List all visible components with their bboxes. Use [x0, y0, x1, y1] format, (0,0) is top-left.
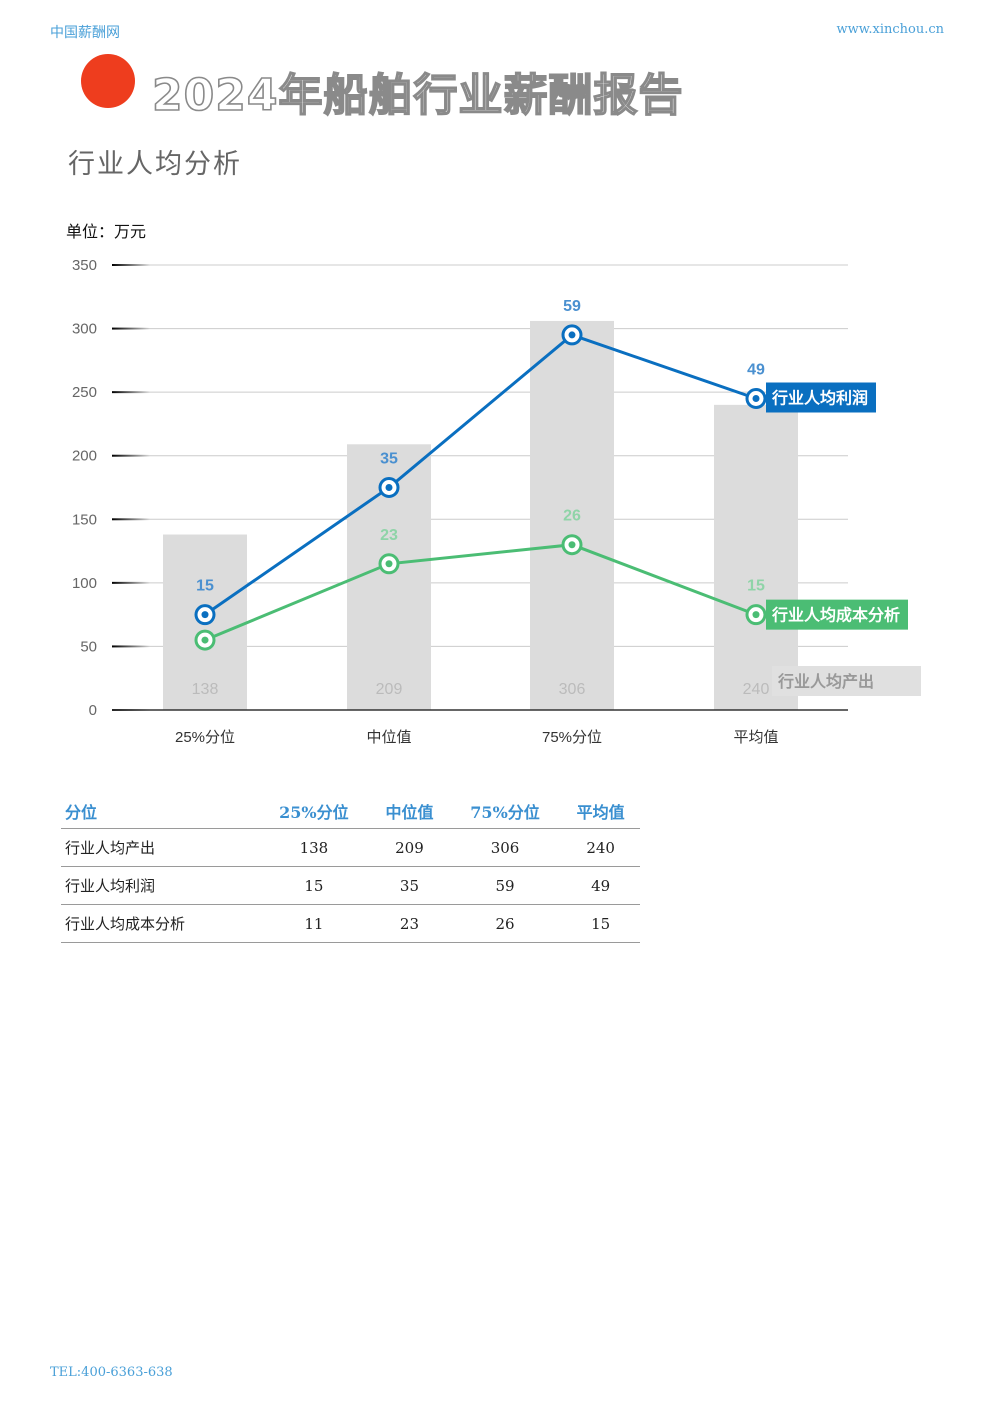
table-row: 行业人均成本分析 11 23 26 15 [61, 904, 640, 943]
series-point-center [201, 611, 209, 619]
y-tick-label: 150 [72, 511, 97, 528]
table-cell: 209 [370, 828, 449, 867]
table-cell: 15 [561, 904, 640, 943]
table-header: 中位值 [370, 794, 449, 829]
unit-label: 单位：万元 [66, 222, 147, 241]
table-cell: 15 [257, 866, 371, 905]
data-label: 15 [747, 578, 765, 595]
series-tag [772, 666, 921, 696]
table-row: 行业人均利润 15 35 59 49 [61, 866, 640, 905]
y-tick-label: 0 [89, 702, 97, 719]
series-point-center [385, 484, 393, 491]
bar-value-label: 306 [559, 681, 586, 698]
series-point-center [752, 611, 760, 619]
x-tick-label: 75%分位 [542, 729, 602, 746]
y-tick-mark [112, 454, 150, 457]
table-cell: 35 [370, 866, 449, 905]
series-tag [766, 599, 908, 630]
bar-value-label: 138 [192, 681, 219, 698]
y-tick-mark [112, 391, 150, 394]
table-header: 75%分位 [448, 794, 562, 829]
table-cell: 26 [448, 904, 562, 943]
table-header-row: 分位 25%分位 中位值 75%分位 平均值 [61, 794, 640, 829]
table-cell: 138 [257, 828, 371, 867]
table-cell: 240 [561, 828, 640, 867]
y-tick-mark [112, 327, 150, 330]
table-row: 行业人均产出 138 209 306 240 [61, 828, 640, 867]
y-tick-label: 250 [72, 384, 97, 401]
table-cell: 59 [448, 866, 562, 905]
series-tag-label: 行业人均利润 [771, 389, 868, 408]
y-tick-label: 350 [72, 257, 97, 274]
site-url[interactable]: www.xinchou.cn [836, 22, 944, 37]
table-cell: 49 [561, 866, 640, 905]
y-tick-label: 50 [80, 638, 97, 655]
data-label: 35 [380, 451, 398, 468]
y-tick-mark [112, 518, 150, 521]
bar [530, 320, 614, 710]
bar [714, 404, 798, 710]
table-header: 分位 [61, 794, 258, 829]
table-cell: 23 [370, 904, 449, 943]
series-point-center [568, 331, 576, 339]
series-line [204, 333, 757, 616]
bar-value-label: 240 [743, 681, 770, 698]
series-point-center [201, 636, 209, 644]
data-label: 49 [747, 362, 765, 379]
x-tick-label: 中位值 [366, 729, 411, 746]
table-cell: 306 [448, 828, 562, 867]
section-subtitle: 行业人均分析 [68, 149, 242, 180]
footer-tel: TEL:400-6363-638 [50, 1365, 173, 1380]
data-label: 23 [380, 527, 398, 544]
data-label: 59 [563, 298, 581, 315]
y-tick-label: 100 [72, 575, 97, 592]
x-tick-label: 平均值 [733, 729, 778, 746]
table-header: 平均值 [561, 794, 640, 829]
series-point-center [752, 395, 760, 402]
bar-value-label: 209 [376, 681, 403, 698]
series-point-center [568, 541, 576, 549]
y-tick-mark [112, 264, 150, 266]
y-tick-mark [112, 645, 150, 648]
table-cell: 行业人均成本分析 [61, 904, 258, 943]
series-point-center [385, 560, 393, 568]
table-cell: 行业人均利润 [61, 866, 258, 905]
data-table: 分位 25%分位 中位值 75%分位 平均值 行业人均产出 138 209 30… [61, 794, 640, 943]
report-title: 2024年船舶行业薪酬报告 [151, 69, 684, 122]
salary-chart: 0 50 100 150 200 250 300 350 138 209 306 240 25%分位 中位… [72, 257, 921, 746]
series-tag-label: 行业人均成本分析 [771, 606, 900, 625]
brand-name: 中国薪酬网 [50, 25, 120, 41]
y-tick-mark [112, 581, 150, 584]
data-label: 26 [563, 508, 581, 525]
series-tag [766, 382, 876, 413]
y-tick-label: 300 [72, 321, 97, 338]
data-label: 15 [196, 578, 214, 595]
x-tick-label: 25%分位 [175, 729, 235, 746]
y-tick-label: 200 [72, 448, 97, 465]
accent-dot [81, 54, 135, 108]
table-header: 25%分位 [257, 794, 371, 829]
table-cell: 行业人均产出 [61, 828, 258, 867]
series-line [204, 543, 757, 642]
series-tag-label: 行业人均产出 [777, 672, 874, 691]
table-cell: 11 [257, 904, 371, 943]
